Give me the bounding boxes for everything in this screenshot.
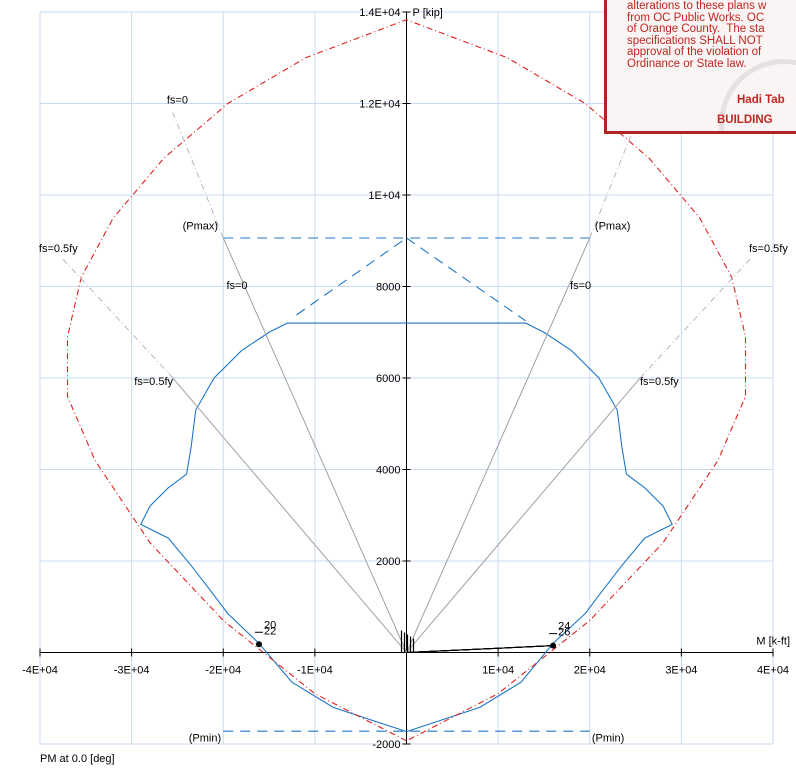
x-axis-label: M [k-ft]	[756, 636, 790, 648]
annotation-label: (Pmin)	[592, 733, 624, 745]
annotation-label: (Pmax)	[595, 220, 630, 232]
strain-line	[222, 237, 407, 653]
y-tick-label: 4000	[376, 465, 400, 477]
y-tick-label: -2000	[372, 739, 400, 751]
load-point-label: 20	[264, 619, 276, 631]
load-point	[255, 641, 262, 648]
series-layer	[62, 19, 751, 742]
x-tick-label: -2E+04	[205, 665, 241, 677]
annotation-label: fs=0	[570, 280, 591, 292]
y-axis-label: P [kip]	[413, 7, 443, 19]
strain-line	[62, 258, 174, 379]
series-2-segment	[296, 237, 407, 316]
y-tick-label: 1.4E+04	[359, 7, 400, 19]
y-tick-label: 8000	[376, 282, 400, 294]
stamp-name: Hadi Tab	[737, 94, 785, 106]
annotation-label: fs=0	[226, 280, 247, 292]
strain-line	[406, 377, 641, 653]
stamp-text: alterations to these plans w from OC Pub…	[627, 0, 767, 70]
load-line	[406, 645, 554, 653]
y-tick-label: 1.2E+04	[359, 99, 400, 111]
y-tick-label: 1E+04	[368, 190, 400, 202]
strain-line	[589, 112, 641, 239]
annotation-label: fs=0.5fy	[39, 243, 78, 255]
annotation-label: fs=0.5fy	[640, 376, 679, 388]
x-tick-label: -3E+04	[114, 665, 150, 677]
strain-line	[172, 112, 224, 239]
load-point-label: 22	[264, 625, 276, 637]
annotation-label: fs=0	[167, 95, 188, 107]
x-tick-label: 4E+04	[757, 665, 789, 677]
annotation-label: (Pmax)	[183, 220, 218, 232]
x-tick-label: -4E+04	[22, 665, 58, 677]
load-point	[550, 642, 557, 649]
y-tick-label: 6000	[376, 373, 400, 385]
label-layer: -4E+04 -3E+04 -2E+04 -1E+04 1E+04 2E+04 3E+04 4…	[22, 7, 790, 751]
series-0-line	[140, 322, 673, 733]
stamp-department: BUILDING	[717, 114, 773, 126]
approval-stamp: alterations to these plans w from OC Pub…	[604, 0, 796, 134]
series-2-segment	[406, 237, 526, 322]
x-tick-label: -1E+04	[297, 665, 333, 677]
annotation-label: fs=0.5fy	[134, 376, 173, 388]
chart-footer: PM at 0.0 [deg]	[40, 753, 115, 765]
strain-line	[172, 377, 407, 653]
strain-line	[406, 237, 591, 653]
strain-line	[639, 258, 751, 379]
x-tick-label: 2E+04	[574, 665, 606, 677]
x-tick-label: 3E+04	[665, 665, 697, 677]
y-tick-label: 2000	[376, 556, 400, 568]
load-point-label: 24	[558, 621, 570, 633]
x-tick-label: 1E+04	[482, 665, 514, 677]
load-point-label: 26	[558, 627, 570, 639]
annotation-label: fs=0.5fy	[749, 243, 788, 255]
series-1-line	[66, 19, 747, 742]
annotation-label: (Pmin)	[189, 733, 221, 745]
